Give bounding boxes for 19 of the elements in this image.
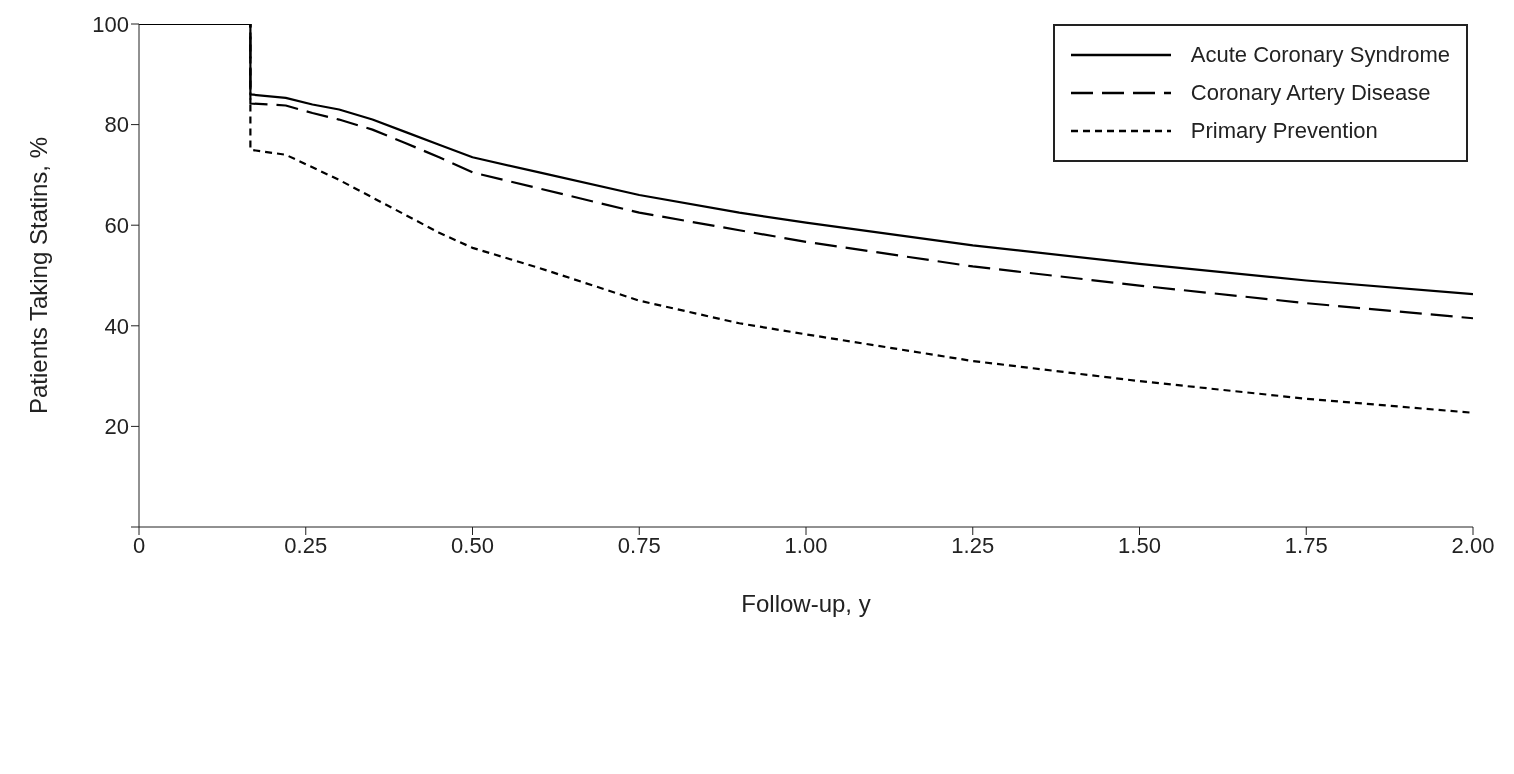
x-tick-label: 1.00 (784, 532, 828, 558)
y-tick-label: 100 (92, 11, 129, 37)
x-tick-label: 1.25 (951, 532, 995, 558)
x-tick-label: 0.50 (451, 532, 494, 558)
legend-label: Acute Coronary Syndrome (1190, 42, 1450, 68)
x-tick-label: 0 (132, 532, 146, 558)
x-tick-label: 0.75 (617, 532, 661, 558)
y-tick-label: 20 (104, 414, 129, 440)
x-axis-title: Follow-up, y (741, 590, 871, 617)
y-tick-label: 60 (104, 213, 129, 239)
legend-label: Primary Prevention (1190, 118, 1378, 144)
x-tick-label: 0.25 (284, 532, 328, 558)
y-tick-label: 40 (104, 313, 129, 339)
x-tick-label: 1.75 (1284, 532, 1328, 558)
x-tick-label: 2.00 (1451, 532, 1495, 558)
y-axis-title: Patients Taking Statins, % (24, 136, 52, 415)
legend-label: Coronary Artery Disease (1190, 80, 1431, 106)
y-tick-label: 80 (104, 112, 129, 138)
x-tick-label: 1.50 (1118, 532, 1161, 558)
